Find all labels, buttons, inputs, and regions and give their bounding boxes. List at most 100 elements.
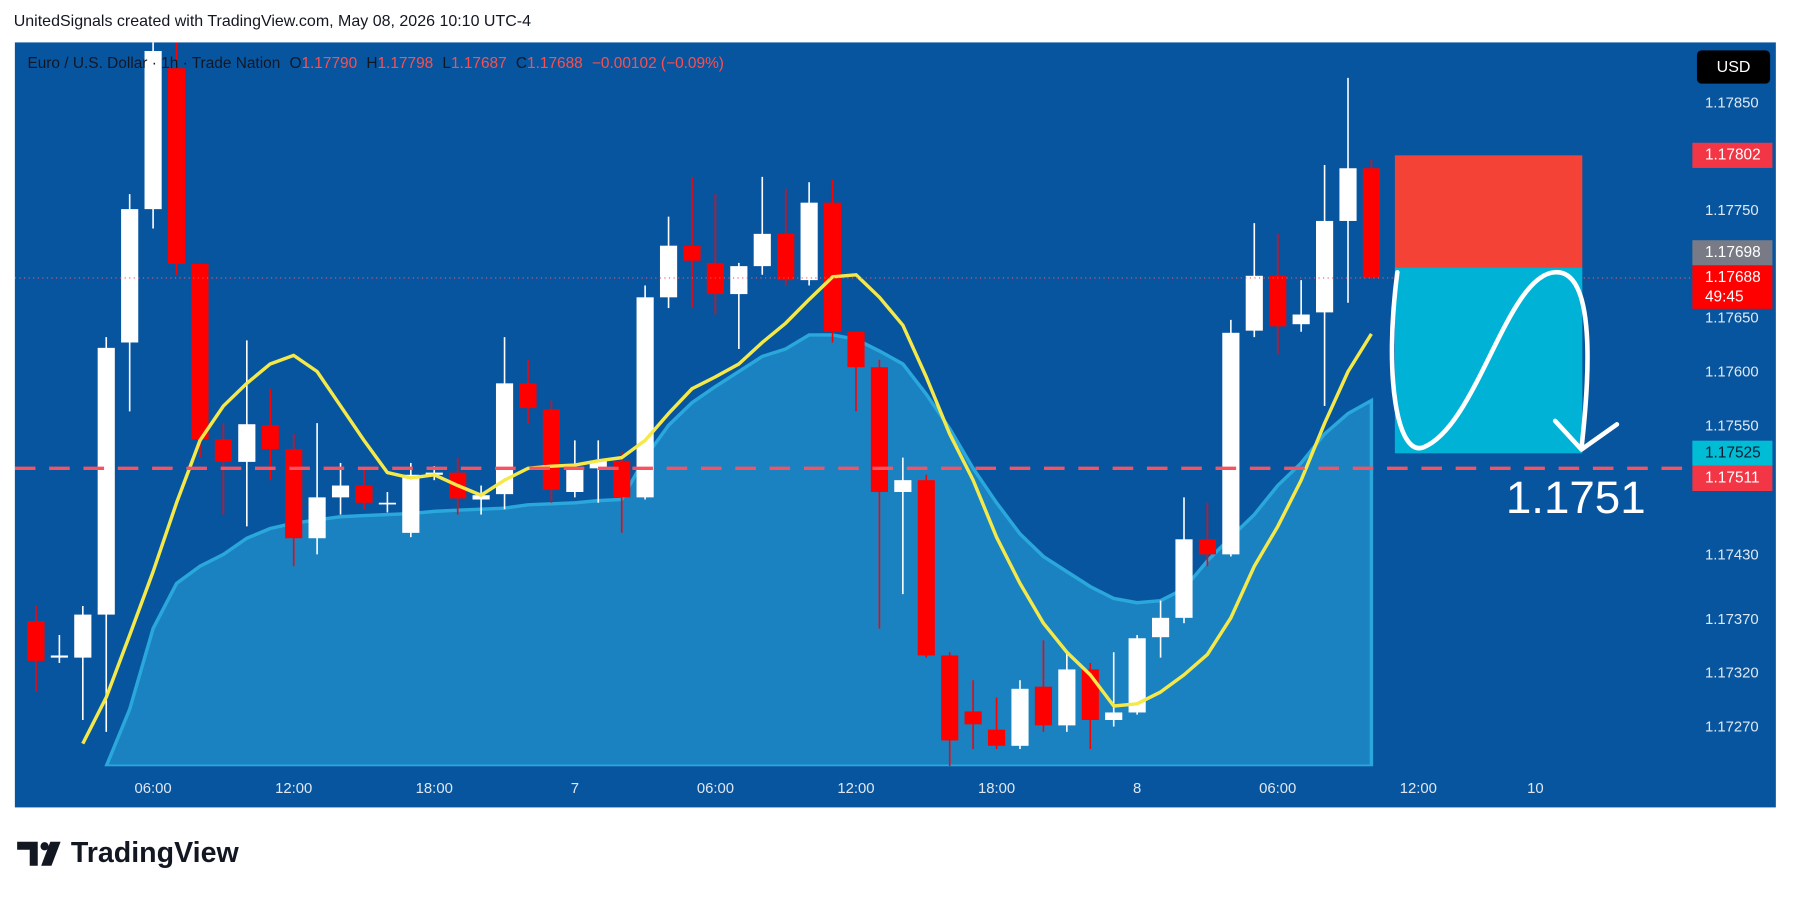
logo-mark — [17, 841, 38, 866]
candle-body — [566, 468, 584, 492]
x-tick-label: 7 — [571, 781, 579, 797]
x-tick-label: 12:00 — [1400, 781, 1437, 797]
x-tick-label: 06:00 — [697, 781, 734, 797]
y-tick-label: 1.17650 — [1705, 311, 1759, 327]
legend-value: 1.17687 — [451, 55, 507, 72]
price-tag-label: 1.17802 — [1705, 146, 1761, 163]
candle-body — [261, 425, 279, 449]
candle-body — [519, 383, 537, 409]
price-tag-label: 1.17525 — [1705, 444, 1761, 461]
price-tag — [1692, 265, 1773, 309]
candle-body — [1198, 539, 1217, 555]
y-tick-label: 1.17430 — [1705, 547, 1759, 563]
candle-body — [285, 448, 303, 539]
candle-body — [847, 331, 865, 368]
watermark: UnitedSignals created with TradingView.c… — [14, 13, 531, 30]
candle-body — [214, 439, 232, 462]
logo-mark — [40, 842, 49, 851]
drawn-curve — [1389, 269, 1590, 451]
y-tick-label: 1.17370 — [1705, 612, 1759, 628]
candle-body — [964, 711, 982, 725]
candle-body — [167, 68, 186, 264]
price-tag-label: 1.17688 — [1705, 269, 1761, 286]
candle-body — [542, 409, 560, 490]
candle-body — [1269, 275, 1287, 327]
legend-label: C — [516, 55, 527, 72]
candle-body — [1339, 168, 1357, 221]
legend-label: L — [442, 55, 451, 72]
currency-label[interactable]: USD — [1717, 59, 1751, 76]
candle-body — [1151, 617, 1170, 638]
candle-body — [191, 263, 209, 440]
candle-body — [800, 202, 818, 281]
legend-value: 1.17790 — [301, 55, 357, 72]
candle-body — [613, 460, 631, 498]
candle-body — [1245, 275, 1263, 331]
price-tag-label: 1.17698 — [1705, 244, 1761, 261]
legend-label: H — [366, 55, 377, 72]
candle-body — [355, 485, 373, 503]
plot-area — [14, 42, 1691, 767]
x-tick-label: 18:00 — [416, 781, 453, 797]
candle-body — [472, 495, 490, 500]
candle-body — [589, 460, 607, 469]
x-tick-label: 06:00 — [135, 781, 172, 797]
candle-body — [1128, 638, 1146, 713]
candle-body — [495, 383, 514, 495]
legend-title: Euro / U.S. Dollar · 1h · Trade Nation — [27, 55, 280, 72]
price-tag-countdown: 49:45 — [1705, 288, 1744, 305]
candle-body — [1175, 539, 1193, 618]
logo-mark — [41, 841, 61, 866]
annotation: 1.1751 — [1506, 472, 1646, 523]
stop-zone — [1394, 155, 1583, 268]
axes: 1.17850 1.17750 1.17650 1.17600 1.17550 1.174… — [135, 96, 1773, 797]
candle-body — [27, 621, 45, 661]
y-tick-label: 1.17320 — [1705, 666, 1759, 682]
candle-body — [730, 266, 748, 295]
candle-body — [238, 424, 256, 462]
candle-body — [636, 297, 654, 498]
candle-body — [683, 245, 701, 261]
drawings: 1.1751 — [1389, 269, 1646, 523]
line-series — [81, 273, 1373, 745]
candle-body — [777, 233, 795, 281]
candle-body — [1316, 220, 1334, 313]
candle-body — [308, 497, 326, 539]
candle-body — [917, 480, 935, 656]
price-tag — [1692, 240, 1773, 266]
candle-body — [97, 347, 115, 615]
currency-button[interactable] — [1696, 50, 1771, 84]
price-tag-label: 1.17511 — [1705, 470, 1760, 487]
candle-body — [144, 51, 162, 210]
brand-logo — [17, 841, 61, 866]
candle-body — [823, 202, 842, 332]
candle-body — [1292, 314, 1310, 325]
y-tick-label: 1.17750 — [1705, 203, 1759, 219]
candle-body — [50, 655, 68, 658]
legend-value: 1.17798 — [377, 55, 433, 72]
candle-body — [1011, 688, 1029, 746]
y-tick-label: 1.17550 — [1705, 418, 1759, 434]
x-tick-label: 12:00 — [275, 781, 312, 797]
legend-label: O — [289, 55, 301, 72]
drawn-arrow-head — [1552, 418, 1620, 452]
y-tick-label: 1.17270 — [1705, 719, 1759, 735]
candle-body — [987, 729, 1006, 746]
candle-body — [331, 485, 350, 498]
price-tag — [1692, 142, 1773, 168]
candle-body — [74, 614, 92, 658]
legend: Euro / U.S. Dollar · 1h · Trade Nation O1… — [27, 55, 724, 72]
y-tick-label: 1.17850 — [1705, 96, 1759, 112]
x-tick-label: 18:00 — [978, 781, 1015, 797]
candle-body — [1058, 669, 1076, 726]
candle-body — [941, 655, 959, 741]
candle-body — [753, 233, 771, 267]
candle-body — [1105, 712, 1123, 721]
legend-value: 1.17688 — [527, 55, 583, 72]
candle-body — [659, 245, 678, 298]
price-tag — [1692, 465, 1773, 492]
brand: TradingView — [71, 837, 240, 869]
candle-body — [1362, 168, 1381, 278]
